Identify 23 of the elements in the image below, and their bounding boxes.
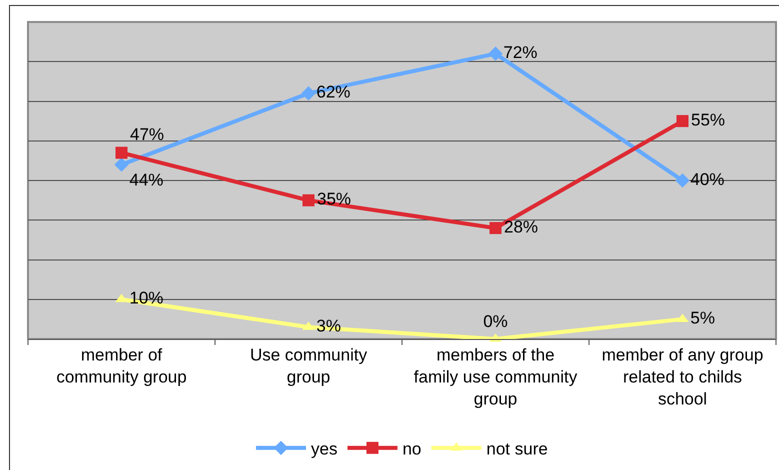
x-tick-label: member of any group related to childs school (602, 345, 764, 409)
data-label: 0% (483, 312, 508, 331)
point (302, 194, 314, 206)
point (301, 86, 316, 100)
data-label: 5% (690, 308, 715, 328)
x-tick-label: Use community group (250, 345, 368, 386)
x-tick-label: members of the family use community group (414, 345, 578, 409)
data-label: 47% (130, 125, 164, 144)
point (490, 222, 502, 234)
point (114, 158, 129, 172)
data-label: 28% (504, 217, 538, 236)
point (116, 146, 128, 159)
legend-label: no (402, 440, 422, 459)
data-label: 72% (503, 42, 538, 62)
legend-label: yes (311, 440, 338, 459)
point (675, 173, 690, 188)
point (676, 115, 688, 128)
legend-label: not sure (486, 440, 548, 459)
data-label: 3% (316, 316, 341, 336)
x-tick-label: member of community group (56, 345, 187, 386)
point (488, 46, 503, 61)
data-label: 62% (316, 82, 350, 102)
data-label: 55% (691, 110, 726, 130)
